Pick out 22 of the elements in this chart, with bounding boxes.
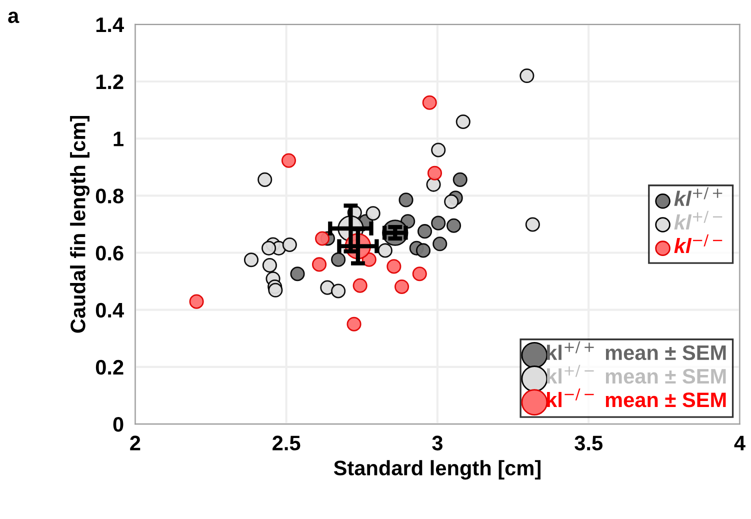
x-axis-title: Standard length [cm] xyxy=(334,460,540,480)
y-tick-label: 0 xyxy=(113,417,124,432)
text: a xyxy=(8,12,20,24)
y-tick-label: 0.6 xyxy=(96,246,124,261)
y-tick-label: 0.8 xyxy=(96,188,124,204)
legend-label: kl$^{+/−}$ xyxy=(674,210,722,230)
legend-label: kl$^{−/−}$ xyxy=(674,234,722,254)
y-tick-label: 0.2 xyxy=(96,360,124,375)
x-tick-label: 2 xyxy=(130,436,140,450)
x-tick-label: 3.5 xyxy=(574,436,602,450)
x-tick-label: 2.5 xyxy=(272,436,300,450)
legend-label: kl$^{+/+}$ xyxy=(674,187,722,206)
x-tick-label: 4 xyxy=(734,436,746,450)
x-tick-label: 3 xyxy=(432,436,442,450)
legend-label: kl$^{−/−}$ mean ± SEM xyxy=(547,388,726,408)
legend-label: kl$^{+/+}$ mean ± SEM xyxy=(547,341,726,360)
y-axis-title: Caudal fin length [cm] xyxy=(70,116,90,333)
y-tick-label: 0.4 xyxy=(96,302,124,318)
legend-label: kl$^{+/−}$ mean ± SEM xyxy=(547,364,726,384)
y-tick-label: 1.4 xyxy=(96,18,124,32)
y-tick-label: 1 xyxy=(114,132,124,146)
y-tick-label: 1.2 xyxy=(96,74,124,90)
